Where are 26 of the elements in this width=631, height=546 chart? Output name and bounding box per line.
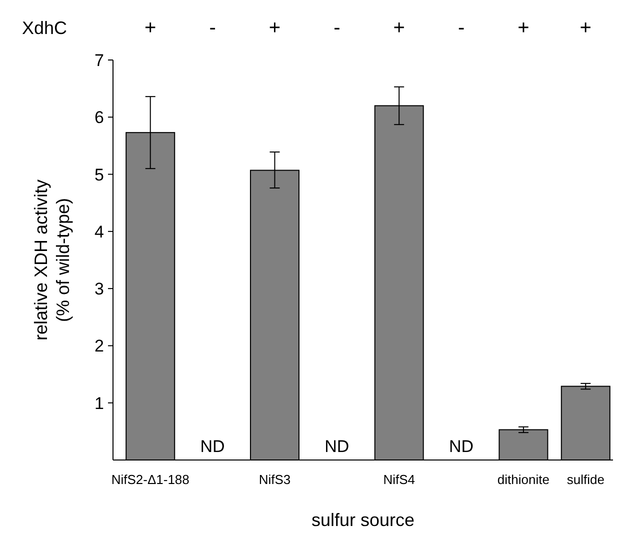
text: ND xyxy=(200,437,225,456)
x-tick-label: NifS4 xyxy=(383,472,415,487)
y-tick-label: 2 xyxy=(94,336,104,356)
x-tick-label: NifS3 xyxy=(258,472,291,487)
y-tick-label: 7 xyxy=(94,51,104,70)
y-tick-label: 4 xyxy=(94,222,104,242)
text: - xyxy=(334,17,340,39)
x-tick-label: sulfide xyxy=(566,472,604,487)
x-tick-label: NifS2-Δ1-188 xyxy=(111,472,190,487)
text: + xyxy=(580,17,592,39)
y-tick-label: 1 xyxy=(94,394,104,413)
text: - xyxy=(209,17,216,39)
text: + xyxy=(268,17,281,39)
x-tick-label: dithionite xyxy=(497,472,550,487)
y-tick-label: 6 xyxy=(94,108,104,128)
text: + xyxy=(393,17,405,39)
text: - xyxy=(458,17,465,39)
text: ND xyxy=(324,437,350,456)
x-axis-title: sulfur source xyxy=(311,510,415,530)
text: ND xyxy=(448,437,474,456)
y-axis-title: relative XDH activity (% of wild-type) xyxy=(31,179,73,341)
text: + xyxy=(144,17,156,39)
text: XdhC xyxy=(22,18,68,38)
text: + xyxy=(518,17,530,39)
y-tick-label: 5 xyxy=(94,165,104,184)
y-tick-label: 3 xyxy=(94,280,104,299)
